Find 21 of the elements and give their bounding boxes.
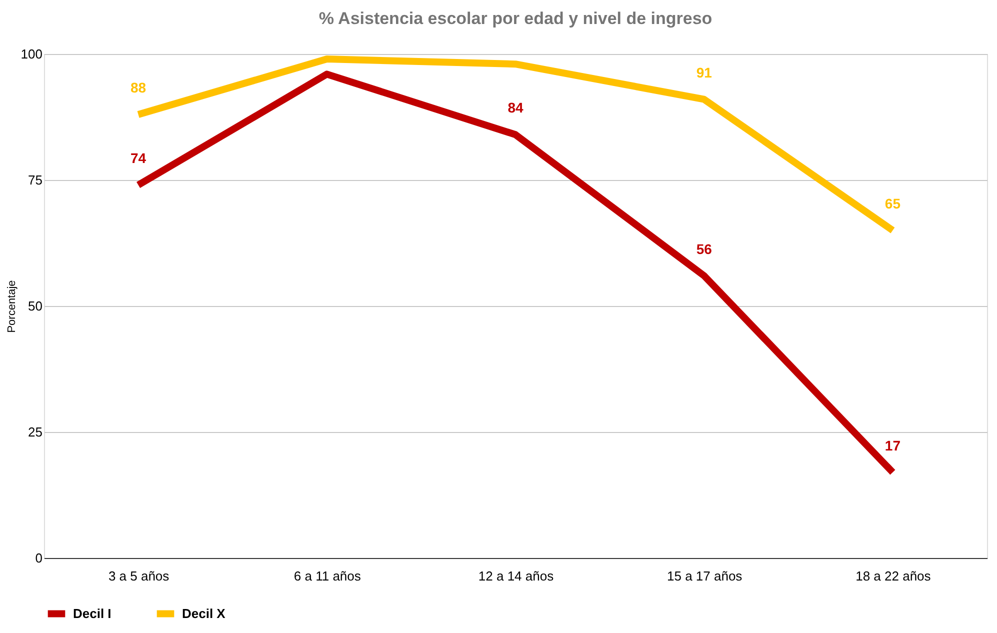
legend-label: Decil X bbox=[182, 606, 226, 621]
y-tick-label: 25 bbox=[28, 424, 42, 440]
data-label: 84 bbox=[508, 100, 524, 116]
chart-title: % Asistencia escolar por edad y nivel de ingreso bbox=[318, 9, 712, 28]
data-label: 56 bbox=[696, 240, 712, 257]
y-tick-label: 50 bbox=[28, 298, 42, 314]
data-label: 17 bbox=[884, 437, 901, 454]
data-label: 65 bbox=[884, 195, 901, 212]
x-tick-label: 18 a 22 años bbox=[856, 568, 932, 584]
y-tick-label: 75 bbox=[28, 172, 42, 188]
x-tick-label: 6 a 11 años bbox=[294, 568, 362, 584]
y-axis-title: Porcentaje bbox=[6, 280, 18, 333]
data-label: 74 bbox=[130, 150, 146, 166]
legend-label: Decil I bbox=[73, 606, 112, 621]
x-tick-label: 3 a 5 años bbox=[108, 568, 170, 584]
x-tick-label: 12 a 14 años bbox=[478, 568, 554, 584]
data-label: 88 bbox=[130, 79, 146, 96]
x-tick-label: 15 a 17 años bbox=[667, 568, 743, 584]
y-tick-label: 0 bbox=[35, 550, 42, 566]
data-label: 91 bbox=[696, 64, 712, 80]
y-tick-label: 100 bbox=[20, 46, 42, 62]
